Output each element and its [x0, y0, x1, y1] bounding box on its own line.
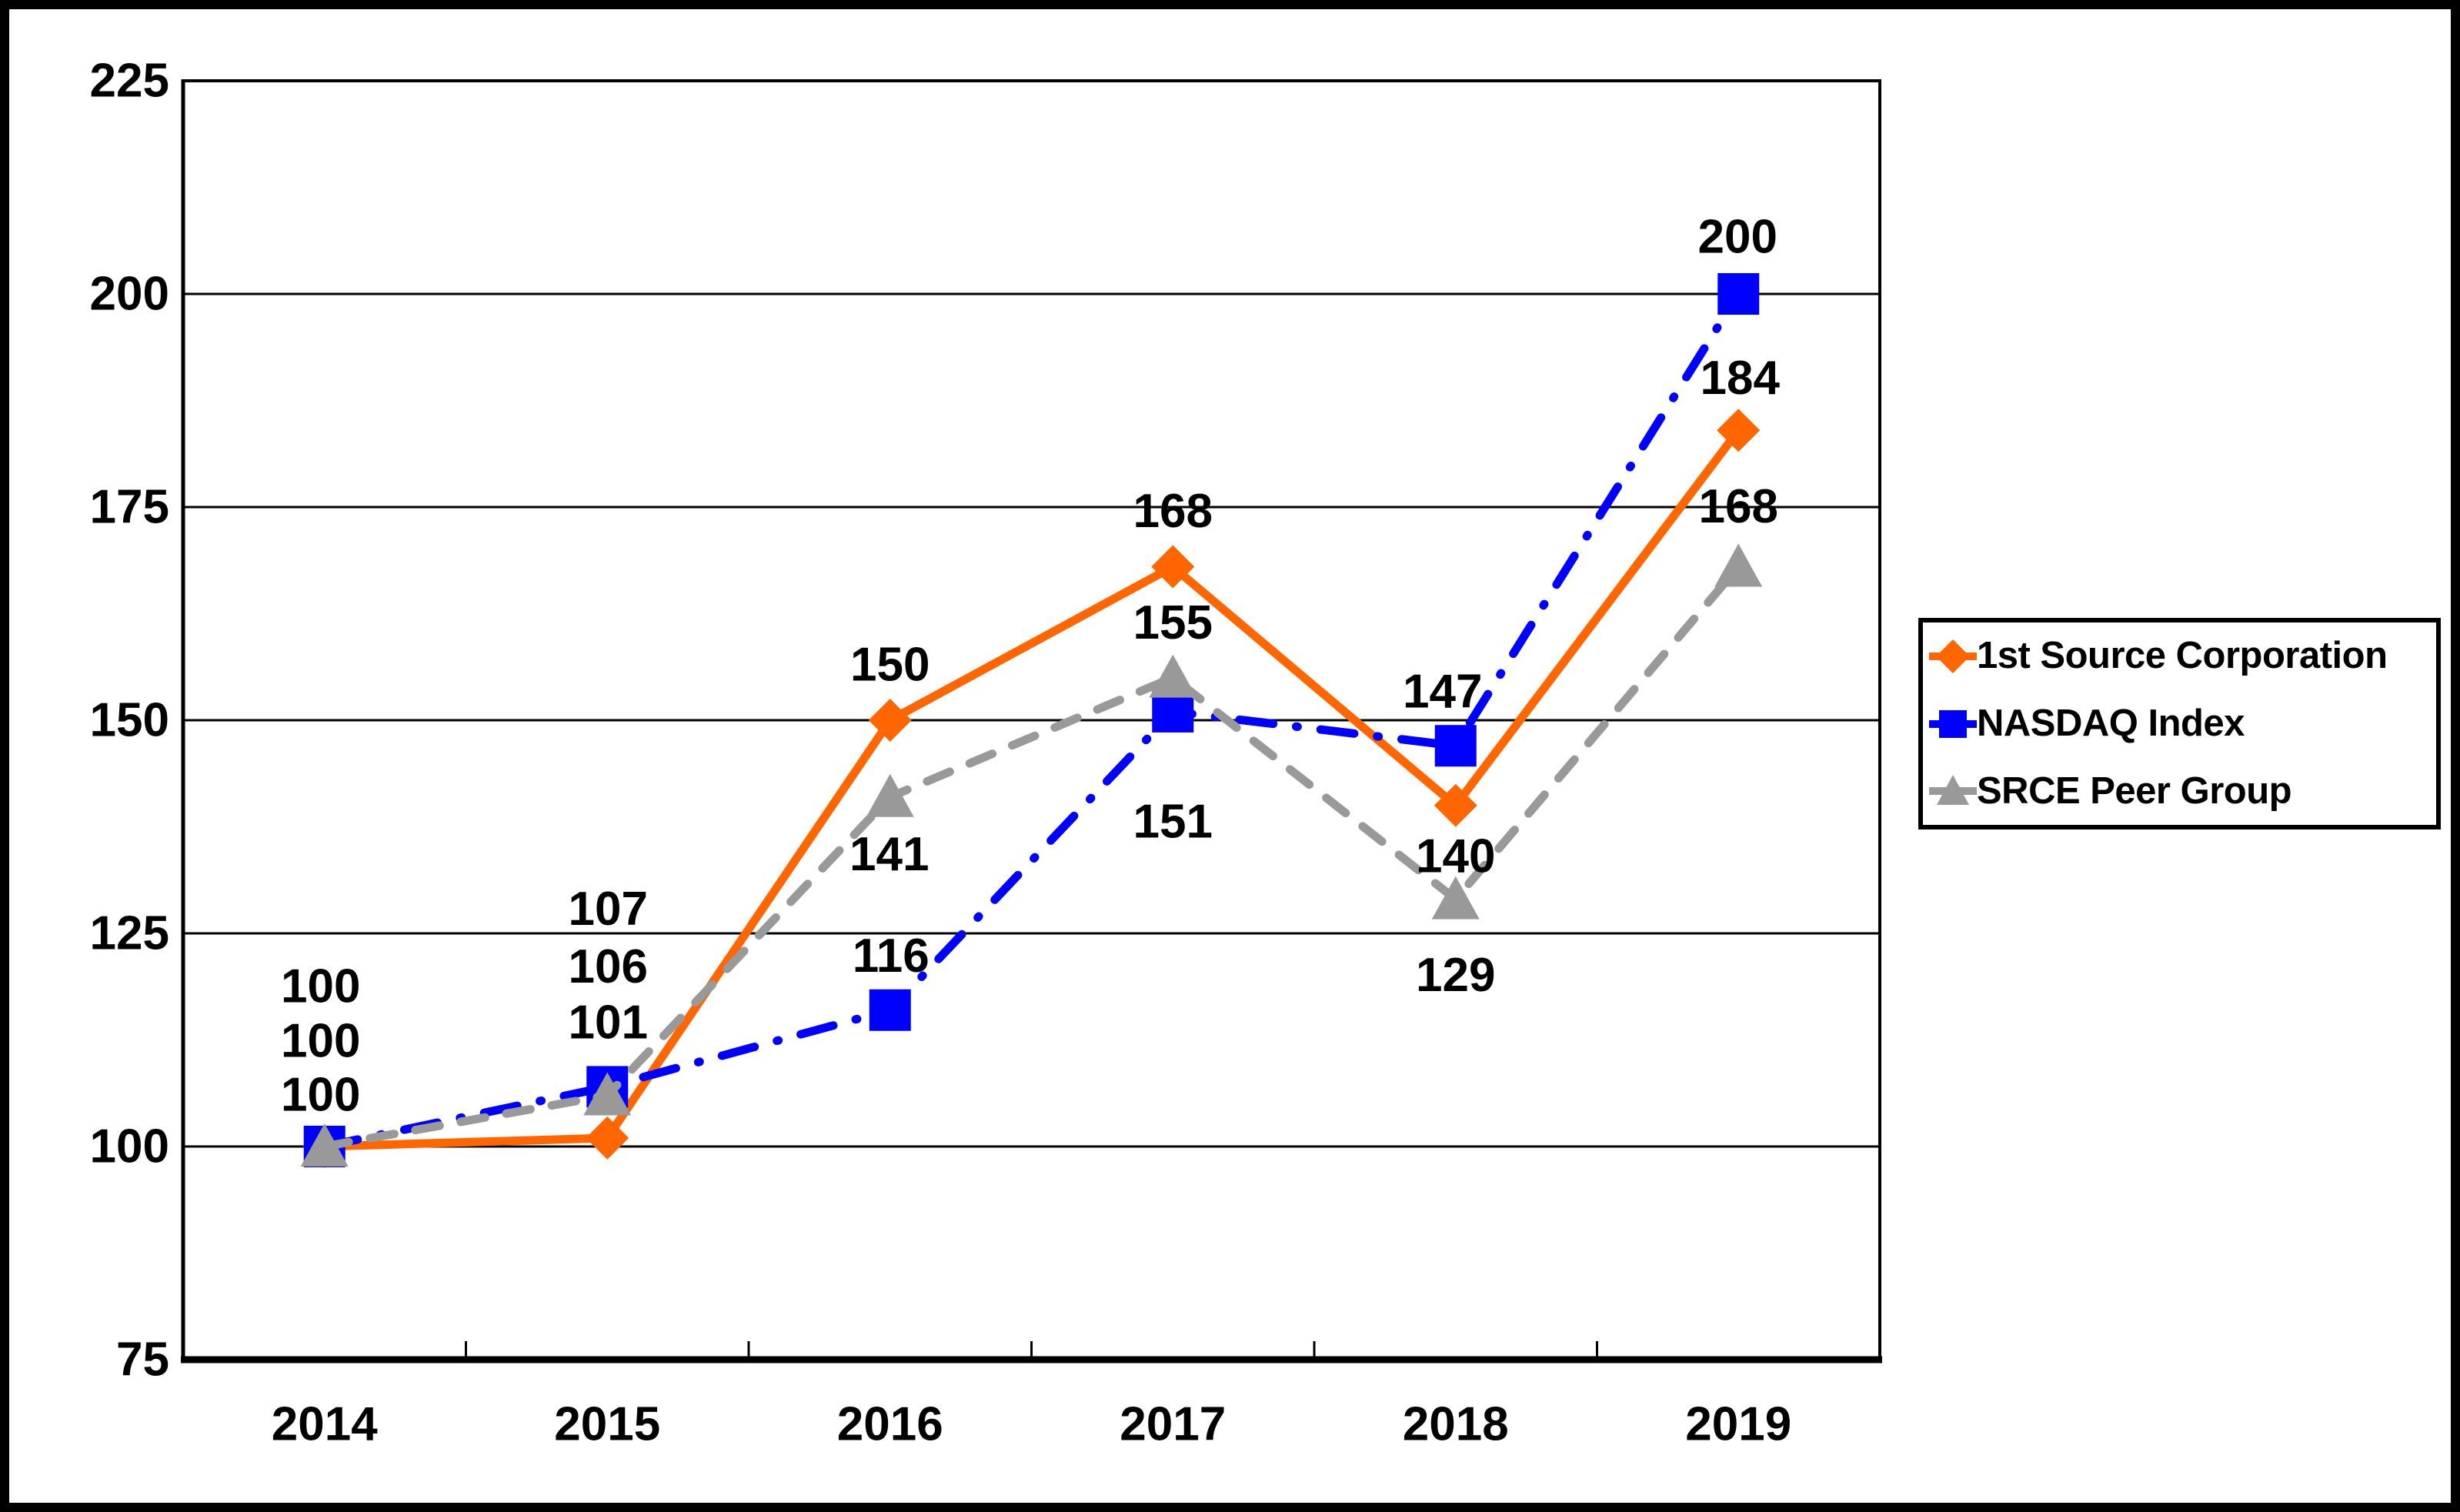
legend-item-srce-peer-group: SRCE Peer Group [1923, 757, 2436, 825]
data-label: 116 [853, 930, 930, 983]
diamond-marker-icon [1929, 639, 1977, 673]
series-line-1 [320, 426, 1743, 1151]
square-marker-icon [1929, 709, 1977, 738]
y-axis-tick-label: 125 [90, 907, 169, 960]
data-label: 141 [849, 828, 929, 881]
series-line-2 [320, 289, 1743, 1151]
legend-label: SRCE Peer Group [1977, 769, 2292, 812]
data-label: 184 [1701, 352, 1781, 405]
square-marker [1717, 273, 1760, 315]
triangle-marker-icon [1929, 775, 1977, 806]
diamond-marker [868, 699, 912, 742]
diamond-marker [1151, 545, 1195, 589]
legend-label: NASDAQ Index [1977, 703, 2245, 744]
legend: 1st Source Corporation NASDAQ Index SRCE… [1918, 618, 2441, 829]
square-marker [1434, 725, 1477, 767]
data-label: 200 [1698, 211, 1777, 264]
legend-item-nasdaq-index: NASDAQ Index [1923, 690, 2436, 758]
data-label: 151 [1133, 795, 1213, 848]
x-axis-tick-label: 2018 [1403, 1398, 1509, 1451]
legend-label: 1st Source Corporation [1977, 635, 2388, 677]
triangle-marker [866, 773, 914, 817]
triangle-marker [1431, 876, 1480, 920]
y-axis-tick-label: 200 [90, 268, 169, 321]
triangle-marker [300, 1123, 349, 1167]
x-axis-tick-label: 2017 [1120, 1398, 1226, 1451]
data-label: 168 [1699, 480, 1778, 533]
data-label: 168 [1133, 485, 1213, 538]
data-label: 147 [1403, 666, 1482, 719]
x-axis-tick-label: 2019 [1685, 1398, 1791, 1451]
y-axis-tick-label: 100 [90, 1120, 169, 1173]
data-label: 140 [1416, 829, 1495, 883]
data-label: 100 [281, 1015, 360, 1068]
triangle-marker [1714, 543, 1763, 587]
y-axis-tick-label: 150 [90, 694, 169, 747]
triangle-marker [1149, 654, 1197, 698]
y-axis-tick-label: 175 [90, 481, 169, 534]
y-axis-tick-label: 75 [116, 1333, 169, 1387]
x-axis-tick-label: 2016 [837, 1398, 943, 1451]
data-label: 129 [1416, 949, 1495, 1002]
diamond-marker [586, 1116, 629, 1160]
x-axis-tick-label: 2015 [554, 1398, 660, 1451]
data-label: 155 [1133, 596, 1213, 649]
square-marker [869, 989, 911, 1031]
data-label: 101 [569, 996, 648, 1049]
data-label: 107 [569, 883, 648, 936]
square-marker [1152, 690, 1194, 733]
data-label: 150 [850, 639, 930, 692]
triangle-marker [583, 1072, 632, 1116]
diamond-marker [1717, 409, 1761, 452]
data-label: 106 [569, 940, 648, 993]
x-axis-tick-label: 2014 [272, 1398, 378, 1451]
legend-item-1st-source-corporation: 1st Source Corporation [1923, 622, 2436, 690]
data-label: 100 [281, 960, 360, 1013]
y-axis-tick-label: 225 [90, 55, 169, 108]
diamond-marker [1434, 783, 1477, 827]
series-line-3 [320, 562, 1743, 1151]
data-label: 100 [281, 1069, 360, 1122]
